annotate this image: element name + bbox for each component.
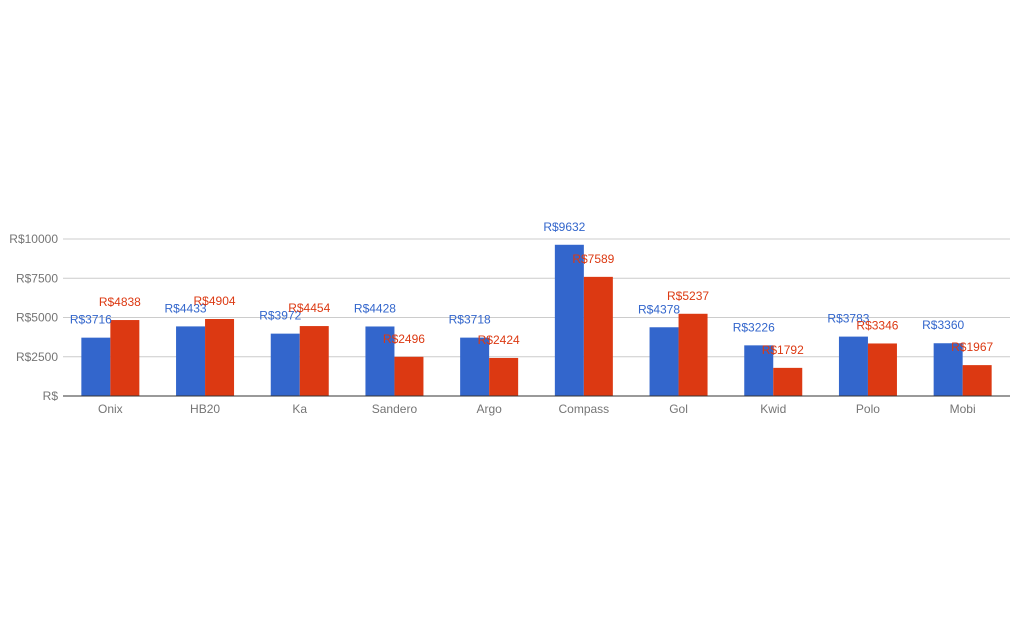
bar-polo-series-2 — [867, 343, 897, 396]
data-label: R$4454 — [288, 301, 330, 315]
y-axis-ticks: R$ R$2500 R$5000 R$7500 R$10000 — [9, 232, 58, 403]
y-tick-label: R$5000 — [16, 311, 58, 325]
data-label: R$3226 — [733, 320, 775, 334]
data-label: R$4838 — [99, 295, 141, 309]
data-label: R$2496 — [383, 332, 425, 346]
data-label: R$4433 — [165, 301, 207, 315]
bar-gol-series-1 — [649, 327, 679, 396]
x-tick-label: Polo — [856, 402, 880, 416]
data-label: R$7589 — [572, 252, 614, 266]
x-tick-label: HB20 — [190, 402, 220, 416]
x-tick-label: Gol — [669, 402, 688, 416]
bar-onix-series-2 — [110, 320, 140, 396]
bar-kwid-series-2 — [773, 367, 803, 396]
data-label: R$1792 — [762, 343, 804, 357]
bar-compass-series-1 — [554, 244, 584, 396]
y-tick-label: R$2500 — [16, 350, 58, 364]
bar-sandero-series-2 — [394, 356, 424, 396]
y-tick-label: R$7500 — [16, 271, 58, 285]
data-label: R$3718 — [449, 313, 491, 327]
data-label: R$3972 — [259, 309, 301, 323]
bar-hb20-series-2 — [205, 319, 235, 396]
x-tick-label: Argo — [476, 402, 502, 416]
data-label: R$3360 — [922, 318, 964, 332]
x-tick-label: Ka — [292, 402, 307, 416]
data-label: R$3346 — [856, 318, 898, 332]
data-label: R$9632 — [543, 220, 585, 234]
x-tick-label: Sandero — [372, 402, 418, 416]
bar-compass-series-2 — [583, 276, 613, 396]
data-label: R$3716 — [70, 313, 112, 327]
bar-polo-series-1 — [838, 336, 868, 396]
bar-hb20-series-1 — [176, 326, 206, 396]
y-tick-label: R$ — [43, 389, 59, 403]
y-tick-label: R$10000 — [9, 232, 58, 246]
bar-ka-series-1 — [270, 333, 300, 396]
data-label: R$1967 — [951, 340, 993, 354]
bar-argo-series-2 — [489, 357, 519, 396]
bar-mobi-series-1 — [933, 343, 963, 396]
data-label: R$2424 — [478, 333, 520, 347]
x-tick-label: Onix — [98, 402, 123, 416]
data-label: R$4904 — [194, 294, 236, 308]
x-axis-ticks: Onix HB20 Ka Sandero Argo Compass Gol Kwid Polo M… — [98, 402, 976, 416]
x-tick-label: Kwid — [760, 402, 786, 416]
bar-kwid-series-1 — [744, 345, 774, 396]
x-tick-label: Mobi — [950, 402, 976, 416]
data-label: R$3783 — [827, 312, 869, 326]
data-label: R$4428 — [354, 301, 396, 315]
bar-argo-series-1 — [460, 337, 490, 396]
data-label: R$4378 — [638, 302, 680, 316]
bar-sandero-series-1 — [365, 326, 395, 396]
bar-gol-series-2 — [678, 313, 708, 396]
data-label: R$5237 — [667, 289, 709, 303]
bars — [81, 244, 992, 396]
bar-ka-series-2 — [299, 326, 329, 396]
bar-mobi-series-2 — [962, 365, 992, 396]
x-tick-label: Compass — [559, 402, 610, 416]
bar-onix-series-1 — [81, 337, 111, 396]
